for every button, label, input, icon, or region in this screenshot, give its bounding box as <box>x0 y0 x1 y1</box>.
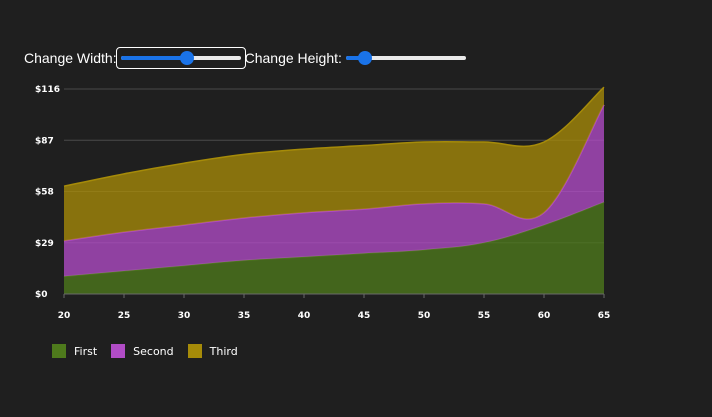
y-tick-label: $29 <box>35 239 54 249</box>
legend-item: Third <box>188 344 238 358</box>
chart-legend: First Second Third <box>52 344 252 358</box>
y-tick-label: $0 <box>35 290 48 300</box>
legend-swatch <box>52 344 66 358</box>
legend-label: Third <box>210 345 238 358</box>
x-tick-label: 60 <box>538 311 551 321</box>
x-tick-label: 45 <box>358 311 371 321</box>
legend-item: Second <box>111 344 173 358</box>
y-tick-label: $58 <box>35 188 54 198</box>
x-tick-label: 55 <box>478 311 491 321</box>
legend-swatch <box>111 344 125 358</box>
x-tick-label: 35 <box>238 311 251 321</box>
x-tick-label: 20 <box>58 311 71 321</box>
x-tick-label: 50 <box>418 311 431 321</box>
y-tick-label: $116 <box>35 85 60 95</box>
legend-label: First <box>74 345 97 358</box>
axes <box>64 294 604 298</box>
x-tick-label: 40 <box>298 311 311 321</box>
series-areas <box>64 87 604 294</box>
x-tick-label: 30 <box>178 311 191 321</box>
legend-label: Second <box>133 345 173 358</box>
y-tick-label: $87 <box>35 136 54 146</box>
legend-item: First <box>52 344 97 358</box>
legend-swatch <box>188 344 202 358</box>
x-tick-label: 65 <box>598 311 611 321</box>
x-tick-label: 25 <box>118 311 131 321</box>
